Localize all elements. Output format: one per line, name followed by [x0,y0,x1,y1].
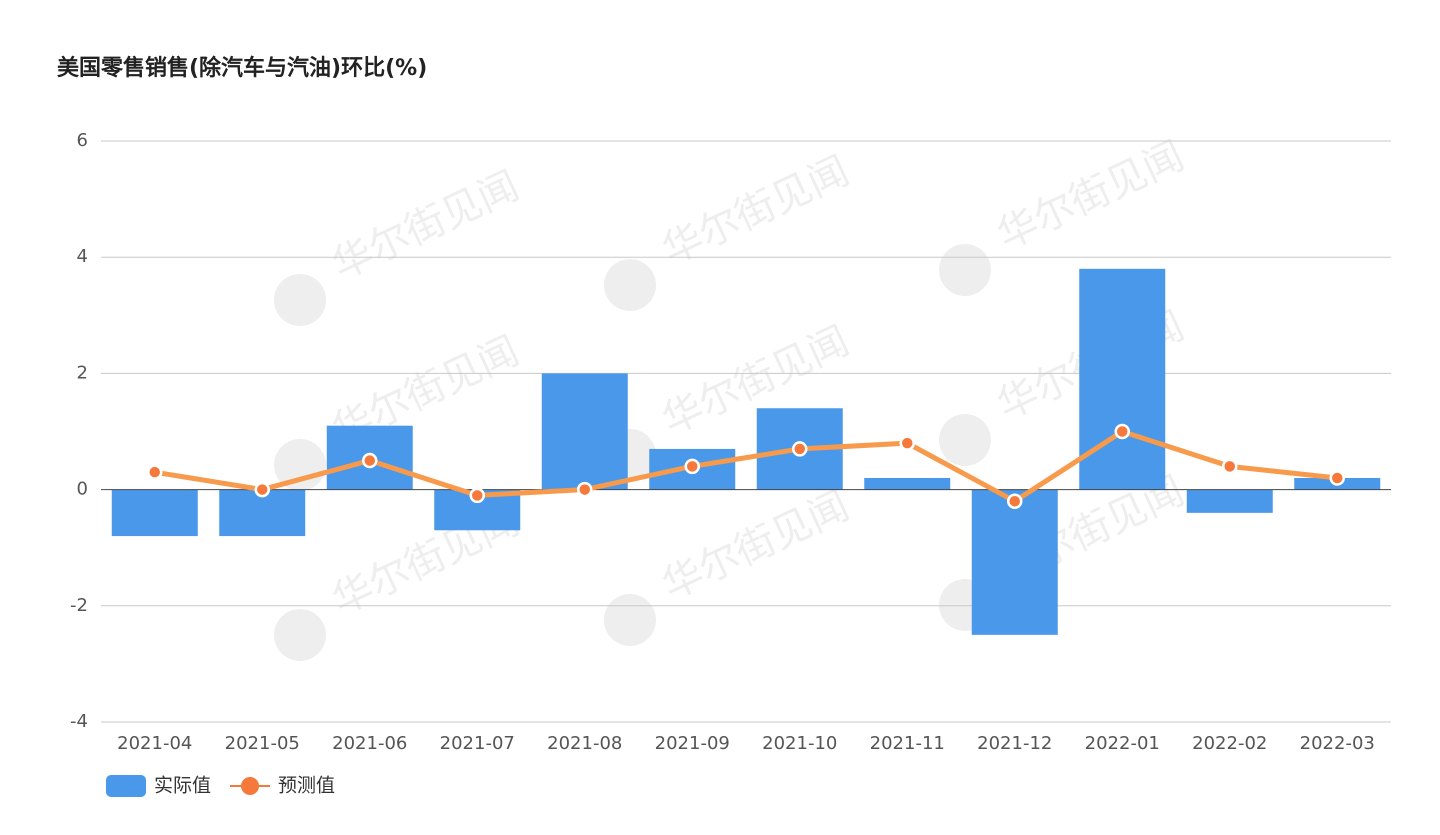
y-tick-label: -4 [70,711,88,732]
x-tick-label: 2022-03 [1300,733,1375,754]
line-point [254,481,270,498]
legend-label: 预测值 [278,775,335,797]
watermark-text: 华尔街见闻 [325,163,526,289]
x-tick-label: 2021-09 [655,733,730,754]
watermark-text: 华尔街见闻 [655,148,856,274]
line-point [684,458,700,475]
line-point [362,452,378,469]
x-tick-label: 2021-04 [117,733,192,754]
watermark-logo [604,594,656,646]
x-tick-label: 2021-12 [977,733,1052,754]
x-tick-label: 2022-02 [1192,733,1267,754]
chart-title: 美国零售销售(除汽车与汽油)环比(%) [57,55,427,81]
x-tick-label: 2021-11 [870,733,945,754]
x-tick-label: 2021-10 [762,733,837,754]
bar [864,477,951,490]
line-point [1007,493,1023,509]
legend-label: 实际值 [154,775,211,797]
watermark-logo [604,259,656,311]
line-point [1222,458,1238,475]
y-tick-label: 6 [77,130,88,151]
legend-swatch-point [241,777,259,795]
x-tick-label: 2021-08 [547,733,622,754]
x-tick-label: 2021-06 [332,733,407,754]
bar [971,489,1058,635]
watermark-text: 华尔街见闻 [655,483,856,609]
line-point [1329,470,1345,486]
line-point [899,435,915,451]
line-point [147,464,163,480]
y-tick-label: 4 [77,246,88,267]
y-tick-label: 0 [77,479,88,500]
line [154,429,1338,504]
y-tick-label: 2 [77,362,88,383]
x-tick-label: 2021-07 [440,733,515,754]
line-point [577,481,593,498]
bar [1186,489,1273,513]
bar [1079,268,1166,490]
line-point [792,441,808,457]
y-tick-label: -2 [70,595,88,616]
watermark-logo [274,609,326,661]
x-tick-label: 2021-05 [225,733,300,754]
watermark-logo [939,414,991,466]
watermark-logo [939,244,991,296]
line-point [1114,423,1130,440]
watermark-logo [274,274,326,326]
bar [541,373,628,490]
bar [111,489,198,537]
x-tick-label: 2022-01 [1085,733,1160,754]
line-point [469,487,485,504]
watermark-text: 华尔街见闻 [990,133,1191,259]
legend-swatch [106,775,146,797]
